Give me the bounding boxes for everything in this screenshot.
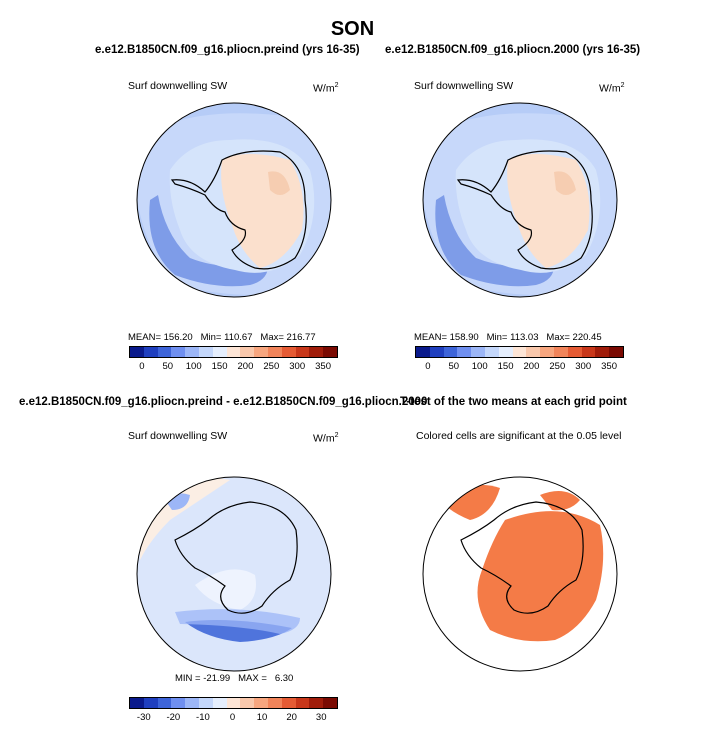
- colorbar-swatch: [240, 698, 255, 708]
- colorbar-tick-label: 150: [497, 361, 514, 372]
- colorbar-swatch: [323, 698, 337, 708]
- colorbar-tick-label: 250: [549, 361, 566, 372]
- colorbar-tick-label: 150: [211, 361, 228, 372]
- units-label-preind: W/m2: [313, 82, 339, 95]
- panel-title-ttest: T-test of the two means at each grid poi…: [400, 396, 627, 408]
- colorbar-tick-label: 0: [229, 712, 236, 723]
- colorbar-swatch: [226, 698, 241, 708]
- colorbar-swatch: [498, 347, 513, 357]
- panel-title-preind: e.e12.B1850CN.f09_g16.pliocn.preind (yrs…: [95, 44, 360, 56]
- colorbar-swatch: [185, 347, 199, 357]
- colorbar-difference: [129, 697, 338, 709]
- colorbar-tick-label: 200: [237, 361, 254, 372]
- units-label-difference: W/m2: [313, 432, 339, 445]
- colorbar-swatch: [171, 347, 186, 357]
- coastline-preind: [170, 150, 307, 270]
- field-label-difference: Surf downwelling SW: [128, 430, 228, 442]
- colorbar-swatch: [609, 347, 623, 357]
- colorbar-tick-label: -10: [196, 712, 210, 723]
- colorbar-swatch: [143, 347, 158, 357]
- colorbar-swatch: [171, 698, 186, 708]
- colorbar-tick-label: 10: [256, 712, 268, 723]
- colorbar-swatch: [416, 347, 430, 357]
- colorbar-tick-label: 0: [139, 361, 145, 372]
- field-label-preind: Surf downwelling SW: [128, 80, 228, 92]
- colorbar-swatch: [484, 347, 499, 357]
- colorbar-swatch: [309, 347, 324, 357]
- colorbar-swatch: [198, 698, 213, 708]
- coastline-difference: [174, 501, 298, 614]
- colorbar-swatch: [553, 347, 568, 357]
- colorbar-tick-label: 300: [289, 361, 306, 372]
- colorbar-2000: [415, 346, 624, 358]
- colorbar-tick-label: 0: [425, 361, 431, 372]
- colorbar-swatch: [295, 347, 310, 357]
- colorbar-swatch: [595, 347, 610, 357]
- colorbar-swatch: [526, 347, 541, 357]
- colorbar-swatch: [240, 347, 255, 357]
- colorbar-swatch: [226, 347, 241, 357]
- coastline-ttest: [460, 501, 584, 614]
- colorbar-swatch: [323, 347, 337, 357]
- map-field-2000: [423, 103, 617, 297]
- colorbar-tick-label: -20: [166, 712, 181, 723]
- colorbar-swatch: [567, 347, 582, 357]
- colorbar-tick-label: 100: [471, 361, 488, 372]
- colorbar-swatch: [143, 698, 158, 708]
- colorbar-swatch: [254, 698, 268, 708]
- figure-title: SON: [330, 18, 375, 40]
- colorbar-tick-label: 300: [575, 361, 592, 372]
- units-label-2000: W/m2: [599, 82, 625, 95]
- colorbar-swatch: [157, 698, 172, 708]
- coastline-2000: [456, 150, 593, 270]
- colorbar-swatch: [471, 347, 485, 357]
- panel-title-2000: e.e12.B1850CN.f09_g16.pliocn.2000 (yrs 1…: [385, 44, 641, 56]
- colorbar-swatch: [295, 698, 310, 708]
- colorbar-swatch: [212, 698, 227, 708]
- stats-2000: MEAN= 158.90 Min= 113.03 Max= 220.45: [414, 332, 602, 343]
- colorbar-swatch: [267, 347, 282, 357]
- colorbar-tick-label: 50: [448, 361, 460, 372]
- panel-title-difference: e.e12.B1850CN.f09_g16.pliocn.preind - e.…: [19, 396, 428, 408]
- colorbar-tick-label: 50: [162, 361, 174, 372]
- colorbar-tick-label: -30: [136, 712, 151, 723]
- map-field-difference: [137, 477, 331, 671]
- colorbar-tick-label: 350: [315, 361, 331, 372]
- colorbar-swatch: [254, 347, 268, 357]
- colorbar-swatch: [540, 347, 554, 357]
- colorbar-swatch: [130, 698, 144, 708]
- colorbar-swatch: [281, 698, 296, 708]
- colorbar-swatch: [130, 347, 144, 357]
- colorbar-swatch: [212, 347, 227, 357]
- field-label-2000: Surf downwelling SW: [414, 80, 514, 92]
- colorbar-swatch: [281, 347, 296, 357]
- map-field-preind: [137, 103, 331, 297]
- colorbar-swatch: [443, 347, 458, 357]
- colorbar-swatch: [429, 347, 444, 357]
- colorbar-tick-label: 200: [523, 361, 540, 372]
- colorbar-tick-label: 20: [286, 712, 297, 723]
- colorbar-swatch: [157, 347, 172, 357]
- panel-subtitle-ttest: Colored cells are significant at the 0.0…: [416, 430, 622, 442]
- colorbar-tick-label: 250: [263, 361, 280, 372]
- colorbar-swatch: [267, 698, 282, 708]
- map-field-ttest: [423, 477, 617, 671]
- colorbar-swatch: [185, 698, 199, 708]
- stats-difference: MIN = -21.99 MAX = 6.30: [175, 673, 294, 684]
- colorbar-swatch: [309, 698, 324, 708]
- colorbar-tick-label: 30: [315, 712, 327, 723]
- colorbar-tick-label: 350: [601, 361, 617, 372]
- colorbar-swatch: [457, 347, 472, 357]
- colorbar-swatch: [512, 347, 527, 357]
- colorbar-preind: [129, 346, 338, 358]
- colorbar-tick-label: 100: [185, 361, 202, 372]
- stats-preind: MEAN= 156.20 Min= 110.67 Max= 216.77: [128, 332, 316, 343]
- colorbar-swatch: [581, 347, 596, 357]
- colorbar-swatch: [198, 347, 213, 357]
